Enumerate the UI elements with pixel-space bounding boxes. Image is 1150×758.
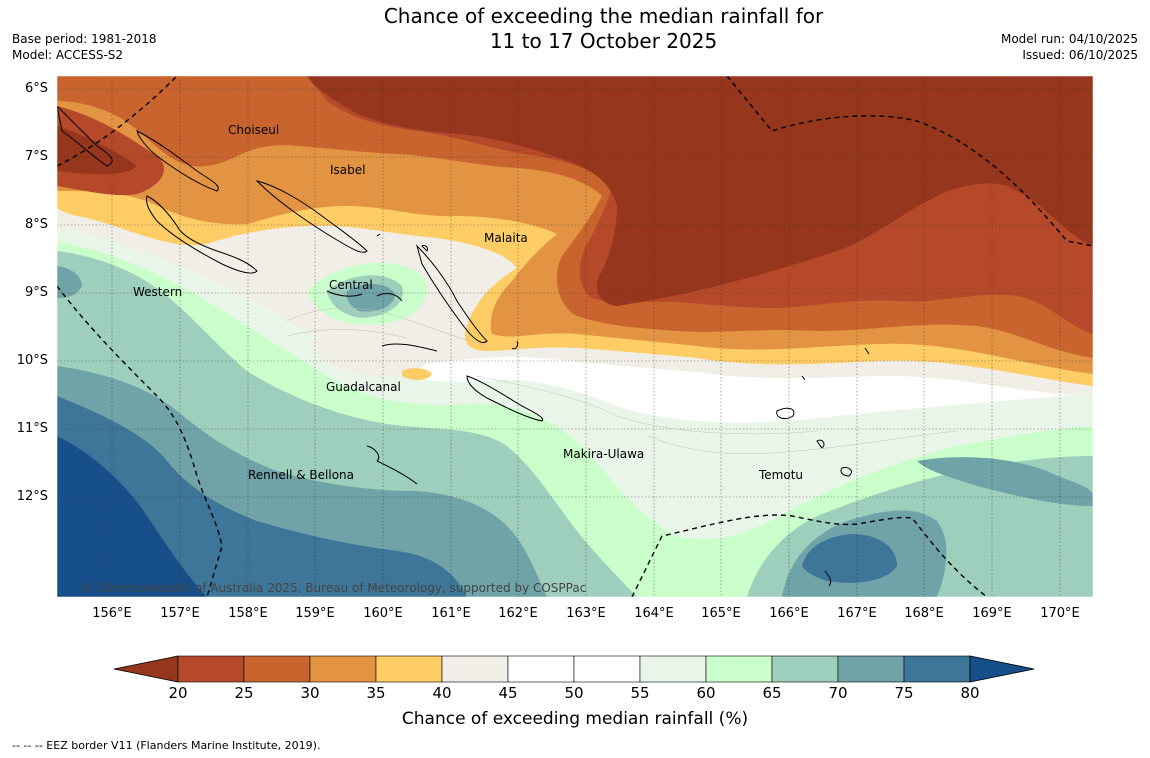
place-label: Western: [133, 285, 183, 299]
colorbar-tick: 35: [366, 684, 386, 702]
colorbar-tick: 30: [300, 684, 320, 702]
place-label: Central: [329, 278, 373, 292]
place-label: Temotu: [759, 468, 804, 482]
colorbar-tick: 25: [234, 684, 254, 702]
copyright-notice: © Commonwealth of Australia 2025, Bureau…: [81, 581, 587, 595]
lon-label: 167°E: [837, 606, 877, 621]
colorbar-tick: 70: [828, 684, 848, 702]
lon-label: 162°E: [498, 606, 538, 621]
colorbar-tick: 50: [564, 684, 584, 702]
colorbar-tick: 65: [762, 684, 782, 702]
model-run-date: Model run: 04/10/2025: [1000, 32, 1138, 46]
band-guadal-yellow: [402, 368, 432, 380]
eez-footnote: -- -- -- EEZ border V11 (Flanders Marine…: [12, 739, 321, 752]
eez-border: [57, 76, 1093, 597]
colorbar-label: Chance of exceeding median rainfall (%): [401, 709, 749, 729]
band-below-20-west: [57, 126, 137, 175]
lon-label: 168°E: [904, 606, 944, 621]
lon-label: 157°E: [160, 606, 200, 621]
lon-label: 164°E: [634, 606, 674, 621]
colorbar-tick: 75: [894, 684, 914, 702]
map-title: Chance of exceeding the median rainfall …: [0, 4, 1150, 54]
band-70-75-se: [917, 457, 1093, 506]
place-label: Rennell & Bellona: [248, 468, 355, 482]
lat-label: 11°S: [16, 421, 48, 436]
model-name: Model: ACCESS-S2: [12, 48, 124, 62]
lon-label: 160°E: [363, 606, 403, 621]
lon-label: 156°E: [92, 606, 132, 621]
colorbar-tick: 45: [498, 684, 518, 702]
lat-label: 10°S: [16, 353, 48, 368]
band-west-wetter: [57, 266, 82, 298]
band-below-20: [307, 76, 1093, 306]
colorbar-cell: [639, 655, 707, 683]
colorbar-arrow-high: [969, 655, 1035, 683]
colorbar-cell: [375, 655, 443, 683]
lon-label: 159°E: [295, 606, 335, 621]
lat-label: 8°S: [24, 217, 48, 232]
lat-label: 9°S: [24, 285, 48, 300]
colorbar-tick: 20: [168, 684, 188, 702]
colorbar-cell: [243, 655, 311, 683]
lon-label: 163°E: [566, 606, 606, 621]
colorbar-tick: 80: [960, 684, 980, 702]
colorbar-cell: [903, 655, 971, 683]
lon-label: 161°E: [431, 606, 471, 621]
place-label: Makira-Ulawa: [563, 447, 645, 461]
lon-label: 169°E: [972, 606, 1012, 621]
colorbar-cell: [507, 655, 575, 683]
base-period: Base period: 1981-2018: [12, 32, 157, 46]
place-label: Guadalcanal: [326, 380, 401, 394]
issued-date: Issued: 06/10/2025: [1022, 48, 1138, 62]
colorbar-cell: [573, 655, 641, 683]
title-line-1: Chance of exceeding the median rainfall …: [383, 4, 824, 28]
colorbar: [113, 655, 1035, 683]
colorbar-cell: [771, 655, 839, 683]
lon-label: 166°E: [769, 606, 809, 621]
lon-label: 158°E: [228, 606, 268, 621]
place-label: Isabel: [330, 163, 366, 177]
colorbar-arrow-low: [113, 655, 179, 683]
run-info: Model run: 04/10/2025 Issued: 06/10/2025: [1001, 31, 1138, 63]
place-label: Malaita: [484, 231, 528, 245]
colorbar-cell: [705, 655, 773, 683]
lon-label: 165°E: [701, 606, 741, 621]
colorbar-cell: [177, 655, 245, 683]
colorbar-cell: [441, 655, 509, 683]
band-above-80: [57, 436, 207, 597]
title-line-2: 11 to 17 October 2025: [489, 29, 718, 53]
band-below-20-east: [1072, 166, 1093, 241]
band-guadal-light: [307, 338, 428, 377]
lat-label: 6°S: [24, 81, 48, 96]
base-period-info: Base period: 1981-2018 Model: ACCESS-S2: [12, 31, 157, 63]
colorbar-cell: [837, 655, 905, 683]
place-label: Choiseul: [228, 123, 280, 137]
lat-label: 12°S: [16, 489, 48, 504]
rainfall-map: [57, 76, 1093, 597]
grid-lines: [57, 76, 1093, 597]
colorbar-tick: 40: [432, 684, 452, 702]
band-75-80-east: [802, 534, 897, 583]
colorbar-tick: 60: [696, 684, 716, 702]
colorbar-tick: 55: [630, 684, 650, 702]
lon-label: 170°E: [1040, 606, 1080, 621]
lat-label: 7°S: [24, 149, 48, 164]
colorbar-cell: [309, 655, 377, 683]
islands: [57, 105, 870, 587]
